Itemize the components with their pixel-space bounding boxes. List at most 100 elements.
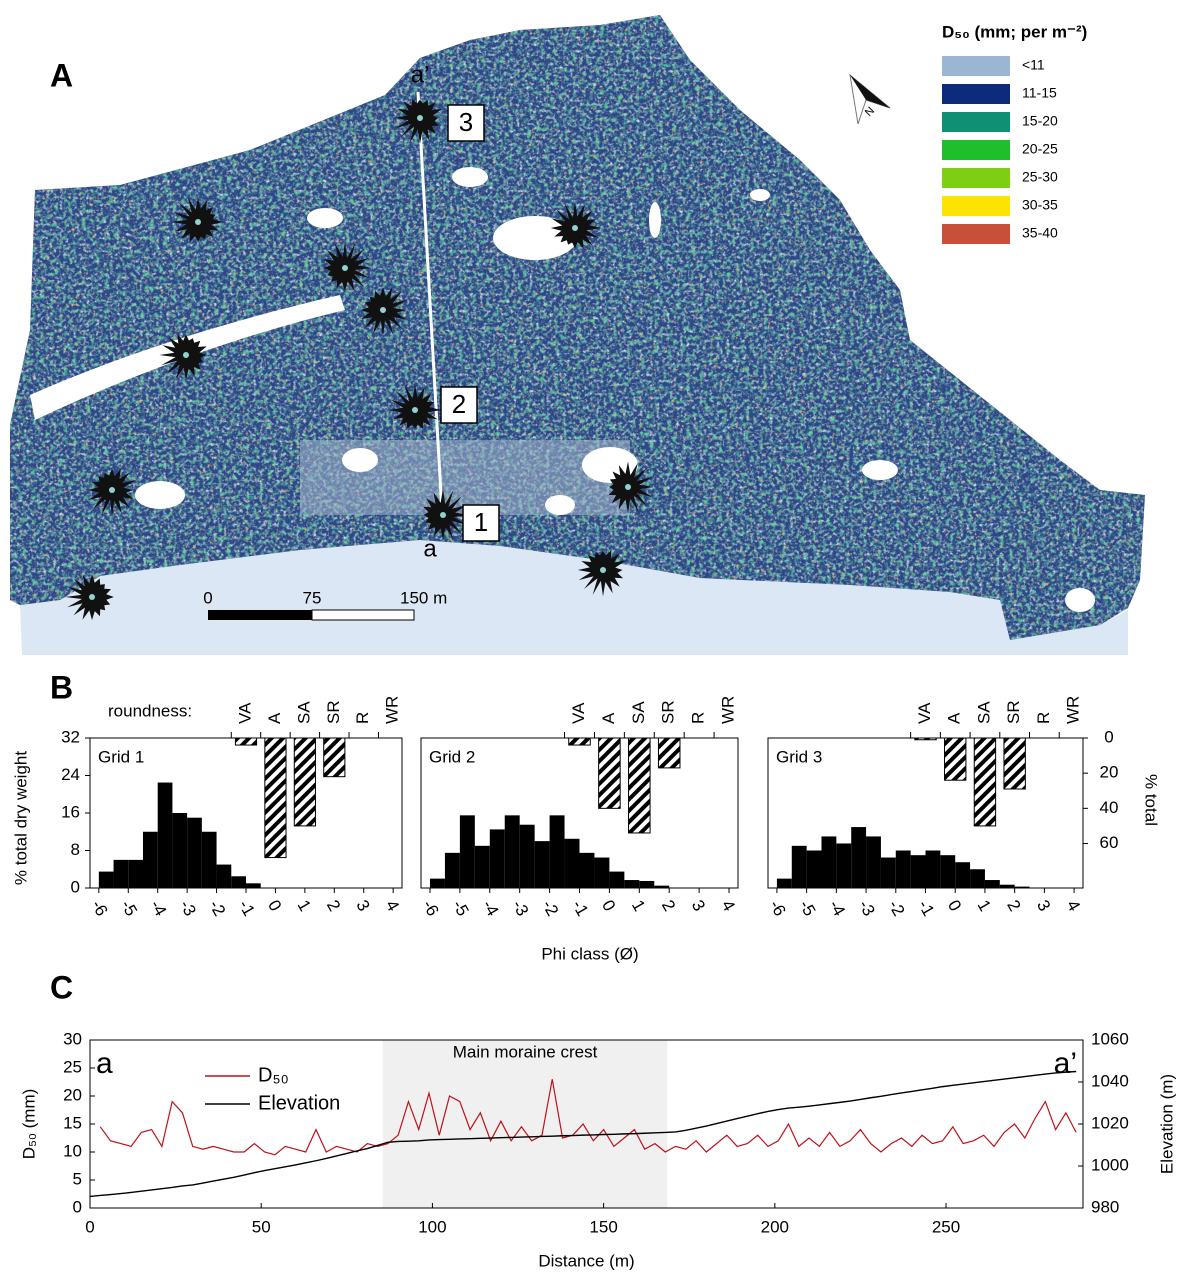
histogram-bar xyxy=(429,878,445,888)
transect xyxy=(416,91,445,531)
site-label: 3 xyxy=(459,107,473,137)
legend-label: 30-35 xyxy=(1022,197,1058,213)
x-tick-label: 0 xyxy=(598,897,619,915)
roundness-label: WR xyxy=(383,696,402,724)
scale-bar xyxy=(311,609,415,621)
panel-label: B xyxy=(50,669,73,705)
roundness-bar xyxy=(598,737,621,809)
y2-tick-label: 60 xyxy=(1100,833,1119,852)
rose-diagram xyxy=(577,550,627,597)
x-tick-label: 1 xyxy=(628,897,649,915)
histogram-bar xyxy=(984,880,1000,888)
roundness-bar xyxy=(973,737,997,827)
histogram-bar xyxy=(474,845,490,888)
histogram-bar xyxy=(609,871,625,888)
legend-label: 35-40 xyxy=(1022,225,1058,241)
x-tick-label: -5 xyxy=(117,897,141,920)
x-tick-label: 4 xyxy=(1063,897,1084,915)
legend-swatch xyxy=(942,224,1010,244)
histogram-bar xyxy=(172,813,188,888)
x-tick-label: -4 xyxy=(146,897,170,920)
panel-label: A xyxy=(50,57,73,93)
highlight-band xyxy=(382,1040,668,1208)
x-tick-label: 4 xyxy=(718,897,739,915)
x-tick-label: 3 xyxy=(352,897,373,915)
rose-diagram xyxy=(608,461,654,513)
grid-title: Grid 1 xyxy=(98,747,144,766)
rose-diagram xyxy=(394,98,443,144)
y2-tick-label: 1000 xyxy=(1091,1155,1129,1174)
roundness-label: SA xyxy=(629,701,648,724)
rose-diagram xyxy=(389,384,441,429)
rose-diagram xyxy=(159,334,207,380)
roundness-bar xyxy=(323,737,346,778)
roundness-title: roundness: xyxy=(108,701,192,720)
histogram-bar xyxy=(534,841,550,888)
histogram-bar xyxy=(776,878,792,888)
x-tick-label: -4 xyxy=(825,897,849,920)
roundness-bar xyxy=(264,737,287,859)
histogram-bar xyxy=(624,880,640,888)
roundness-label: R xyxy=(689,712,708,724)
x-tick-label: 3 xyxy=(1033,897,1054,915)
x-tick-label: 100 xyxy=(418,1217,446,1236)
scale-label: 150 m xyxy=(400,588,447,607)
histogram-bar xyxy=(459,815,475,888)
roundness-label: SR xyxy=(1004,700,1023,724)
x-tick-label: 150 xyxy=(589,1217,617,1236)
x-tick-label: 0 xyxy=(264,897,285,915)
histogram-bar xyxy=(187,817,202,888)
grid-title: Grid 3 xyxy=(776,747,822,766)
legend-label: 20-25 xyxy=(1022,141,1058,157)
legend-label: Elevation xyxy=(258,1092,340,1114)
y-tick-label: 32 xyxy=(61,727,80,746)
y-tick-label: 24 xyxy=(61,765,80,784)
histogram-bar xyxy=(231,876,246,888)
end-label: a xyxy=(96,1047,113,1080)
map: 3 2 1 a’ a N 0 75 150 m D₅₀ (mm; per m⁻²… xyxy=(10,15,1145,655)
histogram-bar xyxy=(791,845,807,888)
x-tick-label: -6 xyxy=(87,897,111,920)
histogram-bar xyxy=(999,884,1015,888)
scale-label: 0 xyxy=(203,588,212,607)
lake xyxy=(20,540,1128,655)
rose-center xyxy=(109,487,115,493)
legend-swatch xyxy=(942,196,1010,216)
histogram-bar xyxy=(504,815,520,888)
x-axis-title: Phi class (Ø) xyxy=(541,944,638,963)
rose-diagram xyxy=(550,201,602,249)
histogram-bar xyxy=(157,782,173,888)
x-tick-label: -1 xyxy=(235,897,259,920)
site-boxes xyxy=(440,104,500,542)
y-tick-label: 15 xyxy=(63,1113,82,1132)
histogram-bar xyxy=(970,869,985,888)
roundness-label: A xyxy=(945,712,964,724)
scale-label: 75 xyxy=(303,588,322,607)
y2-tick-label: 1040 xyxy=(1091,1071,1129,1090)
histogram-bar xyxy=(98,871,114,888)
compass xyxy=(849,73,891,125)
histogram-bar xyxy=(910,855,926,888)
x-tick-label: 1 xyxy=(294,897,315,915)
x-tick-label: 2 xyxy=(1003,897,1024,915)
y2-tick-label: 0 xyxy=(1104,727,1113,746)
legend-label: 15-20 xyxy=(1022,113,1058,129)
roundness-label: A xyxy=(265,712,284,724)
rose-center xyxy=(417,115,423,121)
legend-label: 25-30 xyxy=(1022,169,1058,185)
rose-diagrams xyxy=(65,98,654,620)
rose-center xyxy=(600,567,606,573)
roundness-label: WR xyxy=(1064,696,1083,724)
histogram-bar xyxy=(1014,886,1030,888)
scale-bar xyxy=(208,610,312,620)
histogram-bar xyxy=(821,836,837,888)
roundness-bar xyxy=(657,737,681,769)
x-tick-label: -1 xyxy=(568,897,592,920)
histogram-bar xyxy=(246,883,261,888)
x-tick-label: -2 xyxy=(538,897,562,920)
x-tick-label: 200 xyxy=(761,1217,789,1236)
highlight-label: Main moraine crest xyxy=(453,1042,598,1061)
histogram-bar xyxy=(851,827,867,888)
legend-label: <11 xyxy=(1022,57,1045,73)
x-tick-label: -3 xyxy=(508,897,532,920)
